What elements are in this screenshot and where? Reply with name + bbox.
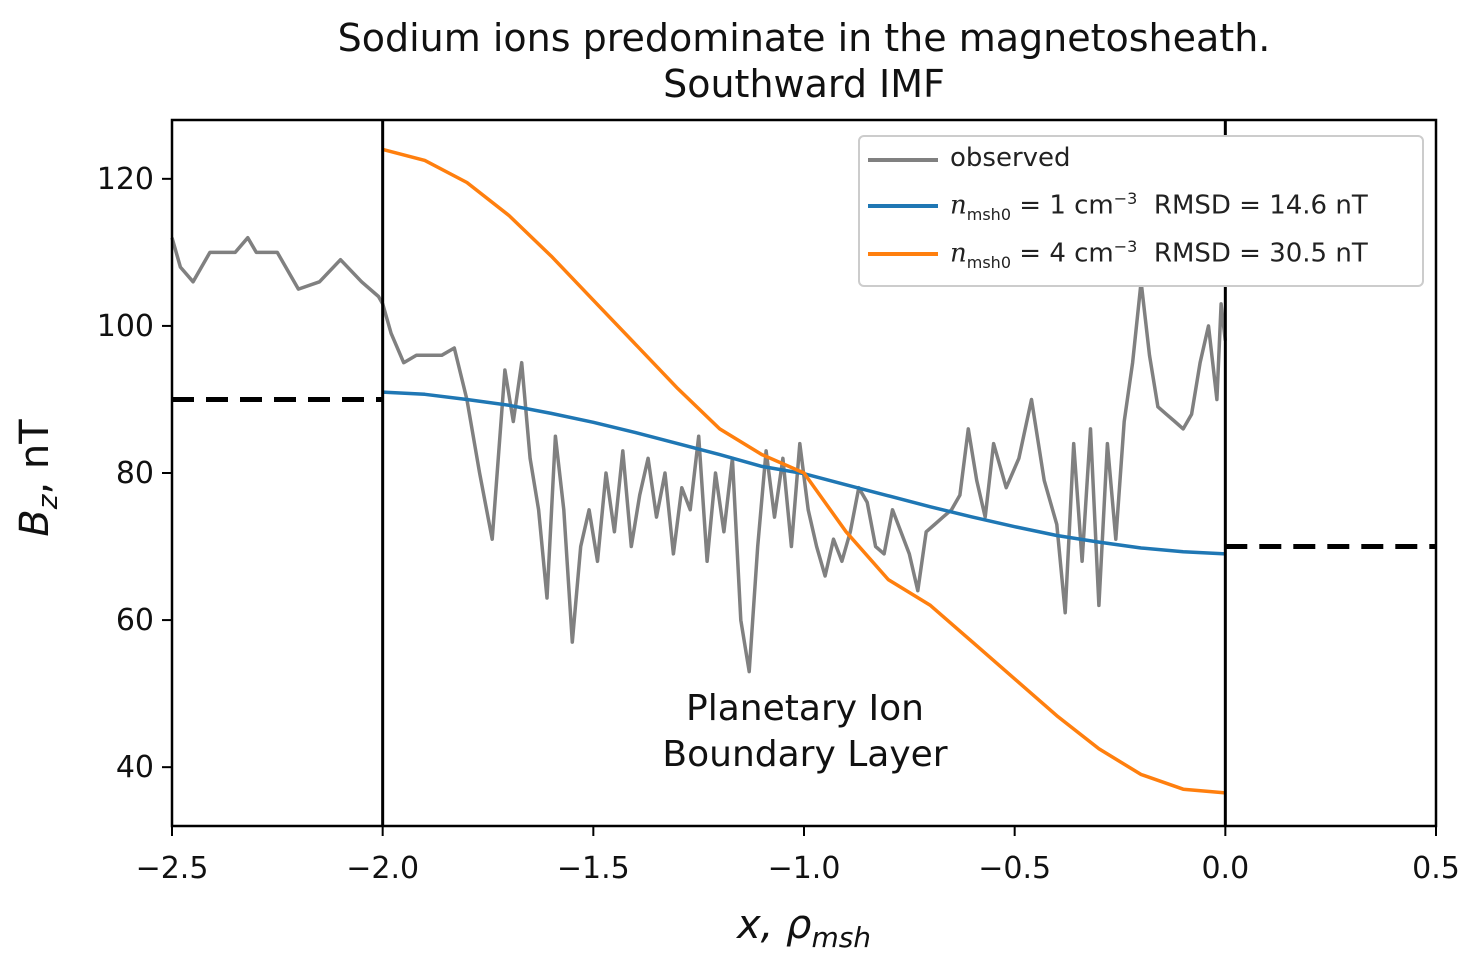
legend-swatch-orange — [868, 252, 938, 256]
x-tick-label: 0.5 — [1412, 851, 1460, 886]
y-axis-label: Bz, nT — [12, 418, 64, 538]
x-axis-label: x, ρmsh — [172, 902, 1436, 954]
x-tick-label: −2.0 — [346, 851, 419, 886]
legend-blue-rmsd: RMSD = 14.6 nT — [1137, 190, 1368, 221]
x-tick-label: −2.5 — [136, 851, 209, 886]
x-tick-label: 0.0 — [1201, 851, 1249, 886]
legend-item-blue: nmsh0 = 1 cm−3 RMSD = 14.6 nT — [860, 185, 1422, 225]
legend-blue-sup: −3 — [1113, 189, 1138, 208]
y-axis-label-main: B — [12, 509, 58, 537]
series-line-0 — [170, 235, 1228, 674]
legend-swatch-blue — [868, 204, 938, 208]
legend-label-observed: observed — [950, 143, 1071, 173]
legend-orange-rmsd: RMSD = 30.5 nT — [1137, 238, 1368, 269]
legend-blue-rest: = 1 cm — [1011, 190, 1114, 221]
y-tick-label: 40 — [116, 750, 154, 785]
legend-swatch-observed — [868, 158, 938, 162]
legend-item-orange: nmsh0 = 4 cm−3 RMSD = 30.5 nT — [860, 233, 1422, 273]
legend-orange-rest: = 4 cm — [1011, 238, 1114, 269]
legend-blue-n: n — [950, 190, 967, 221]
y-tick-label: 100 — [97, 309, 154, 344]
y-axis-label-rest: , nT — [12, 419, 58, 495]
x-axis-label-sub: msh — [811, 921, 872, 954]
legend-blue-sub: msh0 — [966, 204, 1011, 224]
y-axis-label-sub: z — [31, 494, 64, 510]
chart-title-line1: Sodium ions predominate in the magnetosh… — [337, 16, 1271, 60]
boundary-layer-annotation: Planetary Ion Boundary Layer — [590, 686, 1020, 778]
x-tick-label: −0.5 — [978, 851, 1051, 886]
legend: observed nmsh0 = 1 cm−3 RMSD = 14.6 nT n… — [858, 135, 1424, 287]
series-line-2 — [382, 147, 1226, 795]
annotation-line1: Planetary Ion — [686, 688, 924, 729]
legend-label-orange: nmsh0 = 4 cm−3 RMSD = 30.5 nT — [950, 237, 1368, 272]
y-tick-label: 80 — [116, 456, 154, 491]
x-tick-label: −1.5 — [557, 851, 630, 886]
legend-orange-n: n — [950, 238, 967, 269]
y-tick-label: 120 — [97, 162, 154, 197]
legend-orange-sup: −3 — [1113, 237, 1138, 256]
legend-orange-sub: msh0 — [966, 252, 1011, 272]
chart-title-line2: Southward IMF — [663, 62, 945, 106]
x-axis-label-main: x, ρ — [736, 902, 812, 948]
y-tick-label: 60 — [116, 603, 154, 638]
x-tick-label: −1.0 — [768, 851, 841, 886]
legend-item-observed: observed — [860, 139, 1422, 179]
legend-label-blue: nmsh0 = 1 cm−3 RMSD = 14.6 nT — [950, 189, 1368, 224]
annotation-line2: Boundary Layer — [662, 734, 948, 775]
